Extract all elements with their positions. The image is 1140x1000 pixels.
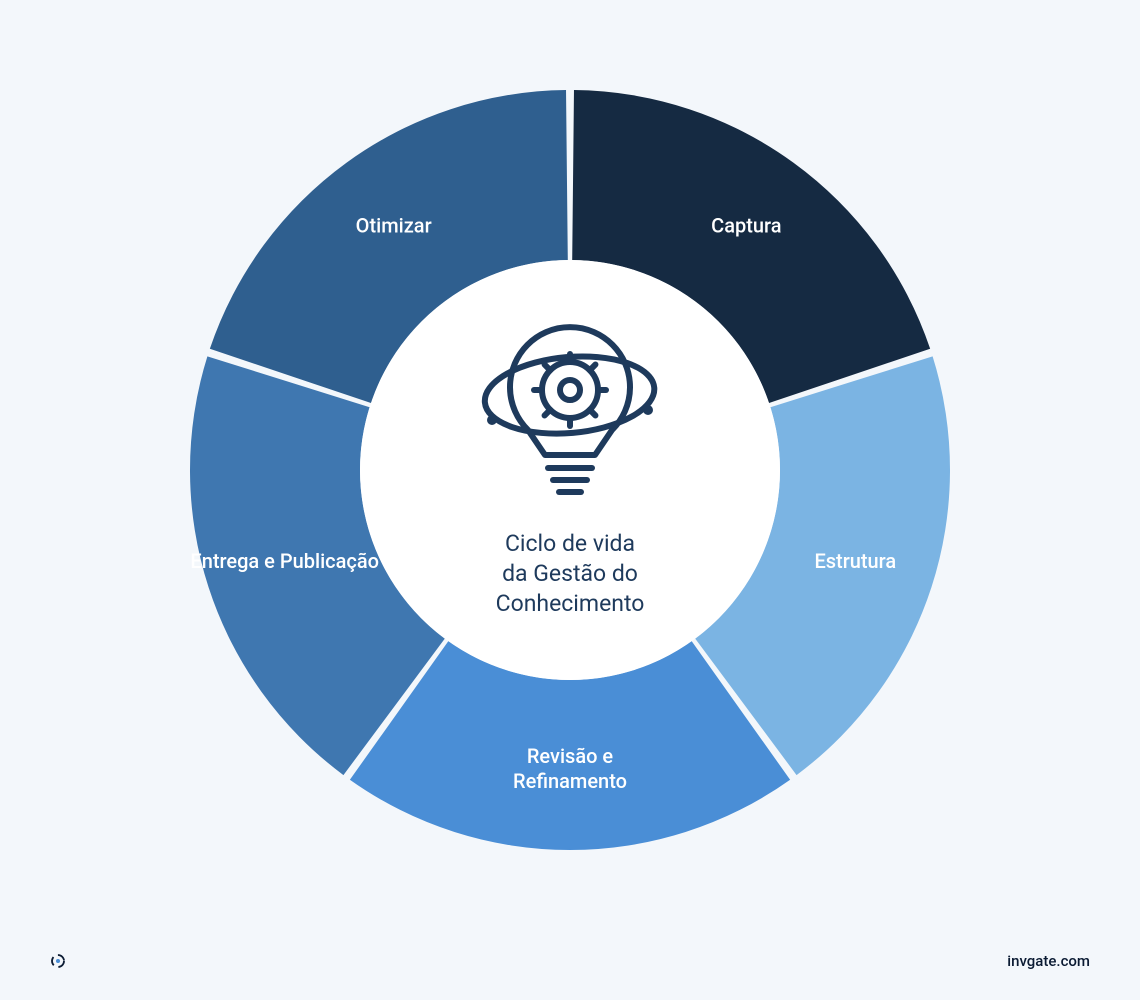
donut-chart: Captura Estrutura Revisão eRefinamento Entr… [0, 0, 1140, 1000]
segment-label: Entrega e Publicação [190, 549, 379, 573]
segment-label: Refinamento [513, 769, 627, 793]
center-title: da Gestão do [502, 560, 638, 587]
footer: invgate.com [0, 952, 1140, 970]
segment-label: Estrutura [814, 549, 896, 573]
diagram-canvas: Captura Estrutura Revisão eRefinamento Entr… [0, 0, 1140, 1000]
segment-label: Captura [711, 214, 781, 238]
center-title: Ciclo de vida [505, 530, 635, 557]
center-title: Conhecimento [496, 590, 645, 617]
brand-logo-icon [50, 953, 66, 969]
brand-text: invgate.com [1007, 952, 1090, 970]
segment-label: Revisão e [527, 744, 614, 768]
segment-label: Otimizar [356, 214, 432, 238]
